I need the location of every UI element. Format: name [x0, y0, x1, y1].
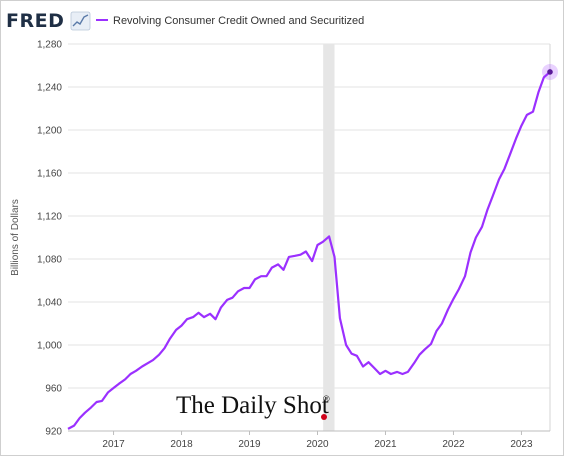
watermark-dot — [321, 414, 327, 420]
y-tick-label: 1,120 — [37, 212, 62, 223]
watermark-registered-mark: ® — [323, 394, 330, 404]
x-tick-label: 2017 — [102, 439, 125, 450]
gridlines — [68, 43, 551, 432]
y-axis-label: Billions of Dollars — [10, 199, 21, 276]
y-tick-label: 1,160 — [37, 169, 62, 180]
x-tick-label: 2023 — [510, 439, 533, 450]
y-tick-label: 1,280 — [37, 40, 62, 51]
y-tick-label: 1,040 — [37, 298, 62, 309]
last-point-marker[interactable] — [547, 69, 553, 75]
watermark-text: The Daily Shot — [176, 392, 329, 419]
y-tick-label: 1,000 — [37, 341, 62, 352]
y-tick-label: 960 — [45, 384, 62, 395]
x-tick-label: 2021 — [374, 439, 397, 450]
axis-ticks: 920 960 1,000 1,040 1,080 1,120 1,160 1,200 1,24… — [37, 40, 550, 450]
x-tick-label: 2019 — [238, 439, 261, 450]
y-tick-label: 1,240 — [37, 83, 62, 94]
y-tick-label: 1,200 — [37, 126, 62, 137]
fred-logo-graph-icon — [70, 11, 91, 31]
series-line[interactable] — [67, 71, 551, 430]
y-tick-label: 920 — [45, 427, 62, 438]
fred-logo[interactable]: FRED — [6, 10, 91, 32]
fred-logo-text[interactable]: FRED — [6, 10, 64, 32]
y-tick-label: 1,080 — [37, 255, 62, 266]
x-tick-label: 2018 — [170, 439, 193, 450]
legend[interactable]: Revolving Consumer Credit Owned and Secu… — [96, 15, 364, 27]
legend-label[interactable]: Revolving Consumer Credit Owned and Secu… — [113, 15, 364, 27]
x-tick-label: 2022 — [442, 439, 465, 450]
series-group[interactable] — [67, 63, 558, 430]
x-tick-label: 2020 — [306, 439, 329, 450]
daily-shot-watermark: The Daily Shot ® — [176, 392, 330, 420]
